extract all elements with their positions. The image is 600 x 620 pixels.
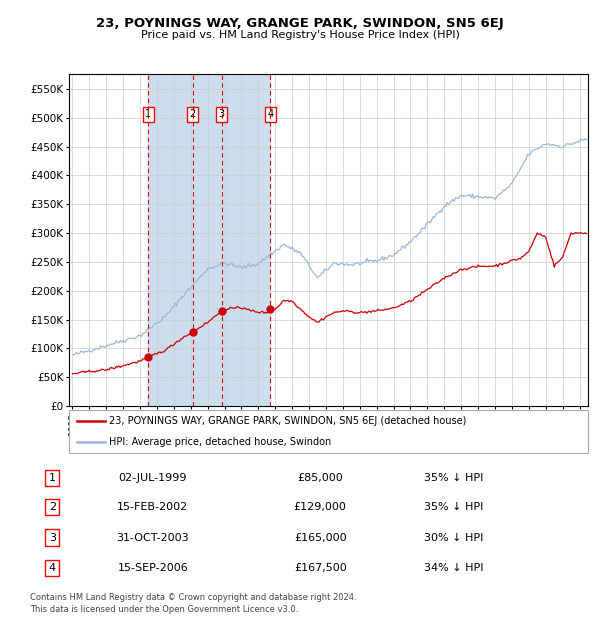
Text: This data is licensed under the Open Government Licence v3.0.: This data is licensed under the Open Gov… [30,604,298,614]
Text: 23, POYNINGS WAY, GRANGE PARK, SWINDON, SN5 6EJ (detached house): 23, POYNINGS WAY, GRANGE PARK, SWINDON, … [109,416,467,426]
Bar [148,74,271,406]
Text: Contains HM Land Registry data © Crown copyright and database right 2024.: Contains HM Land Registry data © Crown c… [30,593,356,603]
Text: £165,000: £165,000 [294,533,346,542]
Text: £129,000: £129,000 [294,502,347,512]
Text: 3: 3 [49,533,56,542]
Text: 35% ↓ HPI: 35% ↓ HPI [424,473,484,483]
Text: 4: 4 [49,563,56,573]
Text: £85,000: £85,000 [297,473,343,483]
Text: 1: 1 [49,473,56,483]
Text: £167,500: £167,500 [294,563,347,573]
Text: 1: 1 [145,109,152,119]
Text: HPI: Average price, detached house, Swindon: HPI: Average price, detached house, Swin… [109,437,332,447]
Text: 34% ↓ HPI: 34% ↓ HPI [424,563,484,573]
Text: 3: 3 [218,109,225,119]
Text: 31-OCT-2003: 31-OCT-2003 [116,533,189,542]
Text: Price paid vs. HM Land Registry's House Price Index (HPI): Price paid vs. HM Land Registry's House … [140,30,460,40]
Text: 2: 2 [49,502,56,512]
Text: 4: 4 [267,109,274,119]
Text: 15-FEB-2002: 15-FEB-2002 [117,502,188,512]
Text: 35% ↓ HPI: 35% ↓ HPI [424,502,484,512]
Text: 30% ↓ HPI: 30% ↓ HPI [424,533,484,542]
Text: 23, POYNINGS WAY, GRANGE PARK, SWINDON, SN5 6EJ: 23, POYNINGS WAY, GRANGE PARK, SWINDON, … [96,17,504,30]
Text: 15-SEP-2006: 15-SEP-2006 [118,563,188,573]
Text: 2: 2 [190,109,196,119]
FancyBboxPatch shape [69,410,588,453]
Text: 02-JUL-1999: 02-JUL-1999 [119,473,187,483]
